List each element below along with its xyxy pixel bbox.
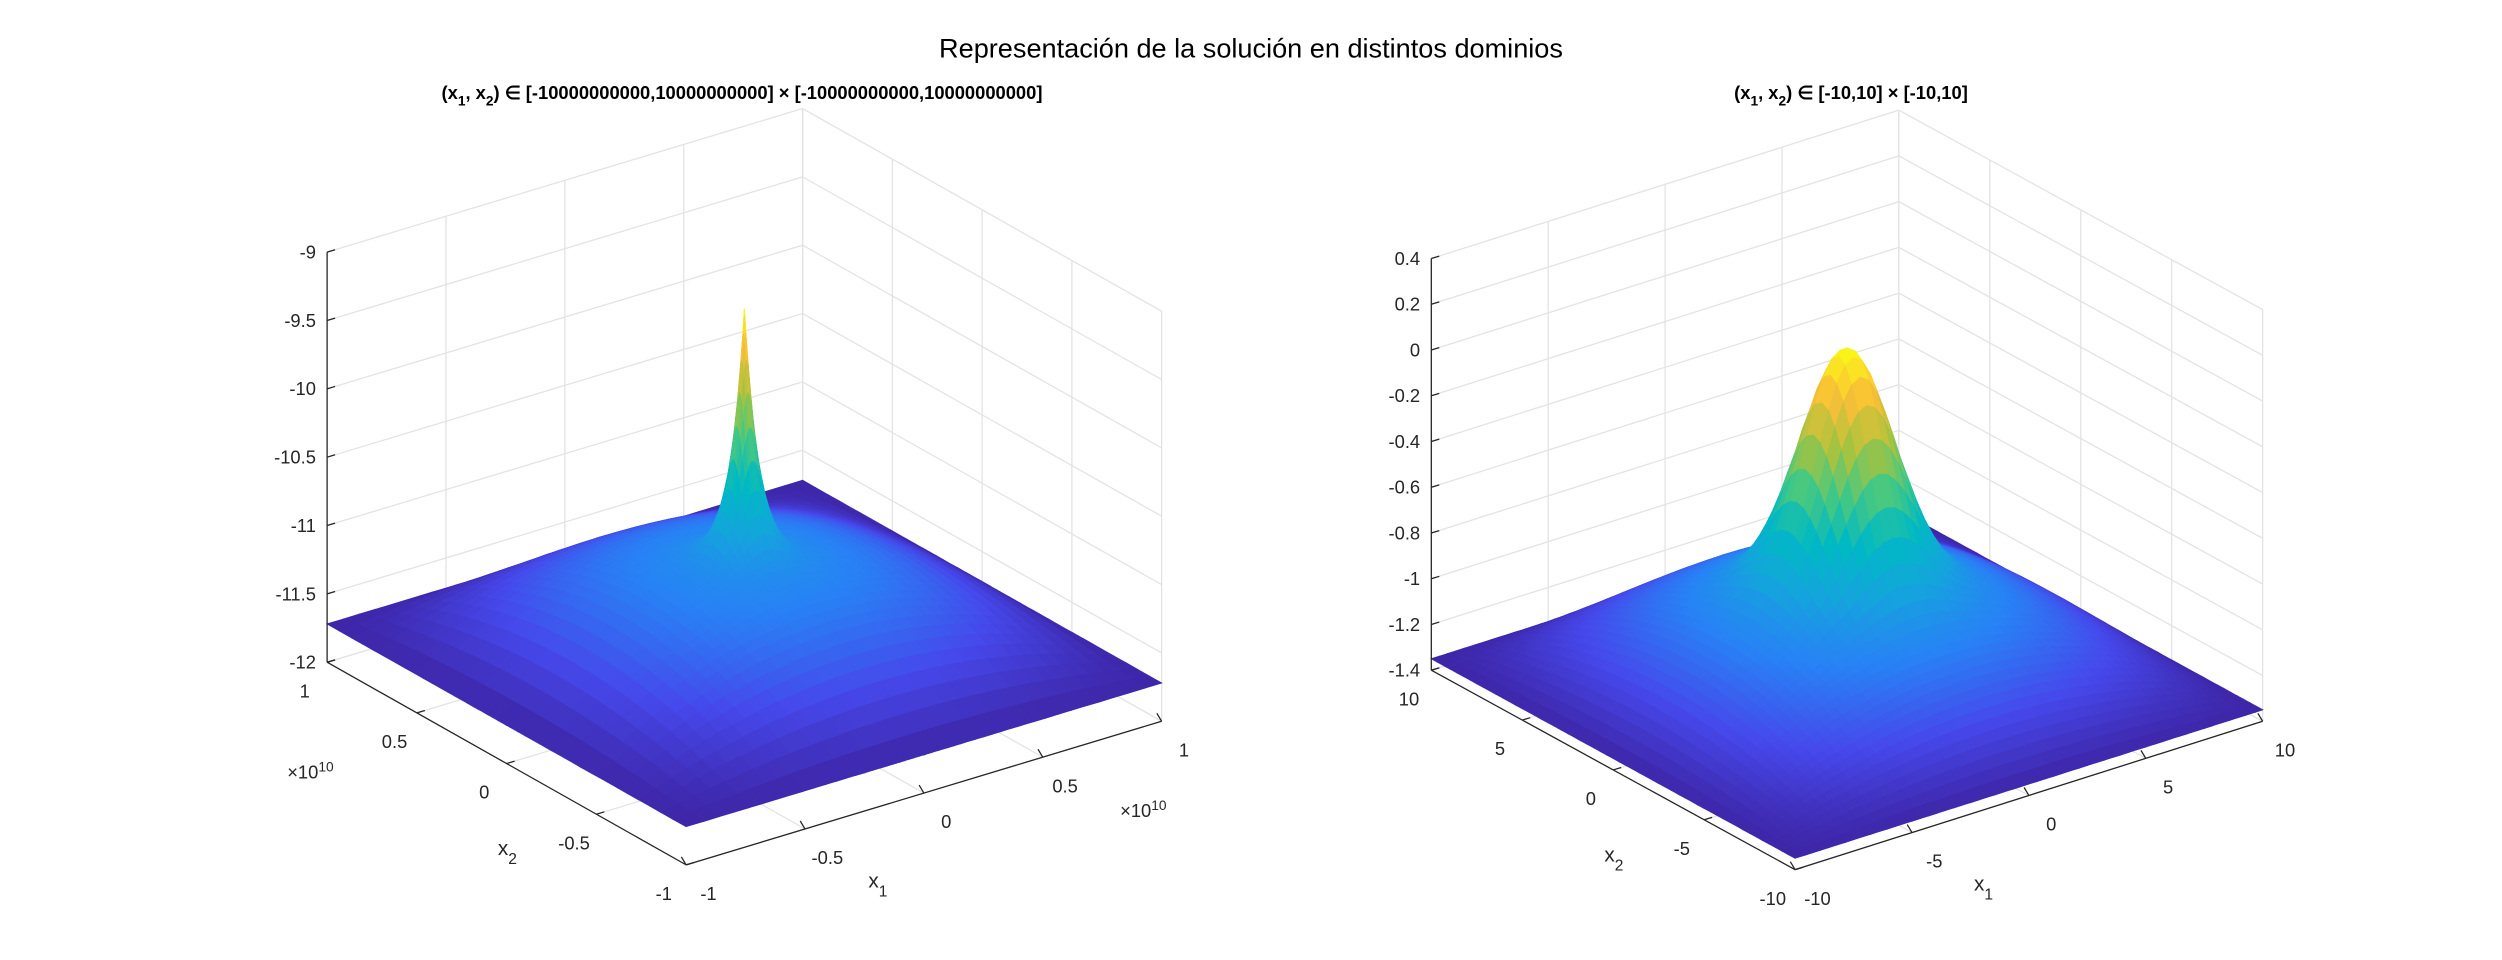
x2-tick (326, 659, 336, 663)
wall-gridline-z (802, 449, 1162, 654)
subplot-title: (x1, x2) ∈ [-10000000000,10000000000] × … (442, 82, 1043, 108)
x2-tick (685, 861, 695, 866)
x1-axis-label-base: x (868, 870, 879, 893)
subplot-2: -1.4-1.2-1-0.8-0.6-0.4-0.200.20.4-10-10-… (1389, 82, 2296, 909)
x2-tick-label: 0.5 (382, 731, 408, 752)
exponent-power: 10 (1151, 798, 1167, 813)
x2-tick (416, 709, 426, 714)
z-tick-label: -11.5 (275, 583, 315, 604)
x2-tick (506, 760, 515, 765)
exponent-power: 10 (318, 759, 334, 774)
x1-tick-label: -1 (700, 883, 716, 904)
x1-tick-label: 0 (941, 811, 951, 832)
z-tick (326, 317, 336, 322)
figure-title: Representación de la solución en distint… (939, 32, 1563, 63)
x1-tick-label: 0.5 (1052, 775, 1078, 796)
wall-gridline-z (802, 381, 1162, 586)
x1-axis-label-sub: 1 (879, 883, 888, 900)
wall-gridline-z (326, 244, 803, 390)
x2-axis-label: x2 (498, 837, 517, 867)
x2-tick (596, 811, 605, 815)
z-tick (326, 454, 336, 458)
exponent-base: ×10 (287, 762, 318, 783)
exponent-base: ×10 (1120, 800, 1151, 821)
z-tick (326, 522, 336, 527)
subplot-title-part: (x (442, 82, 459, 103)
surface (325, 308, 1163, 828)
z-tick-label: -11 (291, 515, 316, 536)
wall-gridline-z (802, 244, 1162, 449)
wall-gridline-z (802, 176, 1162, 381)
x2-tick-label: -0.5 (558, 832, 590, 853)
x2-exponent-label: ×1010 (287, 759, 334, 783)
wall-gridline-z (326, 381, 803, 527)
subplot-title-part: , x (465, 82, 486, 103)
z-tick (326, 385, 336, 390)
z-tick-label: -9.5 (284, 310, 316, 331)
z-tick-label: -9 (300, 242, 316, 263)
x1-tick-label: 1 (1179, 739, 1189, 760)
subplot-1: -12 -11.5 -11 -10.5 -10 -9.5 -9 -1 -1 -0.5 -0.5 0 0 0… (274, 82, 1189, 904)
wall-gridline-z (326, 449, 803, 595)
wall-gridline-z (326, 176, 803, 322)
x2-tick-label: 1 (300, 680, 310, 701)
x1-exponent-label: ×1010 (1120, 798, 1167, 822)
wall-gridline-z (802, 107, 1162, 312)
wall-gridline-z (802, 313, 1162, 517)
subplot-title-part: ) ∈ [-10000000000,10000000000] × [-10000… (494, 82, 1043, 103)
x2-tick-label: -1 (656, 883, 672, 904)
x2-axis-label-base: x (498, 837, 509, 860)
z-tick (326, 590, 336, 595)
wall-gridline-z (326, 107, 803, 253)
z-tick-label: -12 (289, 652, 316, 673)
x1-axis-label: x1 (868, 870, 887, 900)
z-tick-label: -10.5 (274, 447, 316, 468)
x2-axis-label-sub: 2 (508, 851, 517, 868)
z-tick-label: -10 (289, 378, 316, 399)
wall-gridline-z (326, 312, 803, 458)
x1-tick-label: -0.5 (812, 847, 844, 868)
z-tick (326, 249, 336, 253)
x2-tick-label: 0 (479, 782, 489, 803)
